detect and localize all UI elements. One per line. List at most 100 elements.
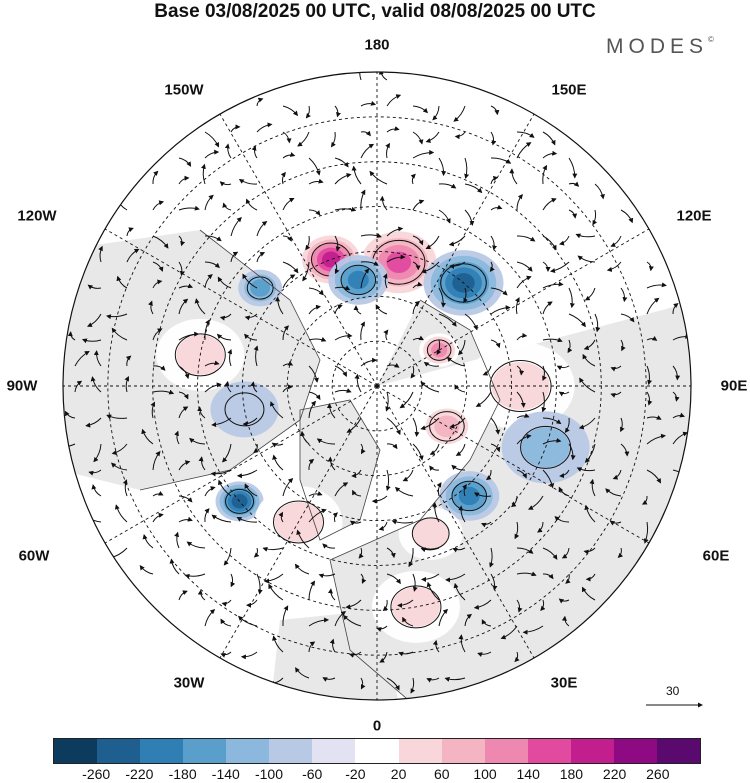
wind-arrow xyxy=(429,443,440,455)
wind-arrow xyxy=(399,391,414,409)
wind-arrow xyxy=(152,200,165,211)
anomaly-contour xyxy=(250,279,271,297)
wind-arrow xyxy=(334,388,352,393)
wind-arrow xyxy=(410,365,416,379)
wind-arrow xyxy=(197,589,206,601)
wind-arrow xyxy=(558,391,570,397)
wind-arrow xyxy=(256,220,268,237)
wind-arrow xyxy=(126,248,140,263)
wind-arrow xyxy=(360,100,377,107)
wind-arrow xyxy=(378,521,388,531)
wind-arrow xyxy=(116,275,128,289)
meridian-line xyxy=(376,385,650,544)
wind-arrow xyxy=(429,465,440,471)
wind-arrow xyxy=(559,469,570,479)
wind-arrow xyxy=(360,189,366,211)
wind-arrow xyxy=(125,355,132,367)
wind-arrow xyxy=(438,608,449,627)
wind-arrow xyxy=(385,469,391,492)
anomaly-contour xyxy=(491,362,550,410)
wind-arrow xyxy=(186,541,206,549)
contour-line xyxy=(426,339,452,361)
meridian-line xyxy=(376,385,535,659)
lon-label-150e: 150E xyxy=(551,81,587,99)
wind-arrow xyxy=(345,599,362,610)
wind-arrow xyxy=(672,302,679,315)
wind-arrow xyxy=(612,469,622,480)
land-africa xyxy=(270,610,400,700)
wind-arrow xyxy=(256,97,264,107)
wind-arrow xyxy=(346,417,362,433)
wind-arrow xyxy=(554,516,570,523)
wind-arrow xyxy=(516,365,525,376)
wind-arrow xyxy=(194,298,206,315)
wind-arrow xyxy=(412,261,421,271)
wind-arrow xyxy=(432,105,440,121)
wind-arrow xyxy=(454,131,466,140)
wind-arrow xyxy=(204,609,216,627)
wind-arrow xyxy=(464,157,470,179)
wind-arrow xyxy=(386,677,400,691)
wind-arrow xyxy=(360,573,367,584)
wind-arrow xyxy=(516,413,530,419)
wind-arrow xyxy=(85,417,102,428)
wind-arrow xyxy=(244,313,258,321)
wind-arrow xyxy=(420,547,440,553)
contour-line xyxy=(411,517,450,550)
wind-arrow xyxy=(222,443,232,463)
colorbar-tick-label: 260 xyxy=(646,766,670,782)
wind-arrow xyxy=(282,360,294,367)
wind-arrow xyxy=(204,319,210,341)
latitude-circle xyxy=(286,295,468,477)
wind-arrow xyxy=(359,72,362,81)
wind-arrow xyxy=(386,362,400,368)
wind-arrow xyxy=(152,491,164,497)
wind-arrow xyxy=(646,365,653,386)
wind-arrow xyxy=(262,546,284,552)
wind-arrow xyxy=(578,417,596,430)
colorbar-segment xyxy=(140,739,184,763)
wind-arrow xyxy=(244,333,258,341)
wind-arrow xyxy=(371,495,388,504)
contour-line xyxy=(273,500,324,544)
wind-arrow xyxy=(516,571,537,577)
wind-arrow xyxy=(464,209,475,226)
wind-arrow xyxy=(360,233,382,238)
colorbar-tick-label: -60 xyxy=(302,766,323,782)
wind-arrow xyxy=(516,433,532,445)
wind-arrow xyxy=(294,563,310,575)
wind-arrow xyxy=(610,235,622,247)
wind-arrow xyxy=(302,261,310,282)
wind-arrow xyxy=(522,625,544,635)
wind-arrow xyxy=(227,348,232,367)
brand-mark: © xyxy=(708,35,714,44)
colorbar-segment xyxy=(269,739,313,763)
colorbar-tick-label: -20 xyxy=(345,766,366,782)
wind-arrow xyxy=(490,204,503,211)
wind-arrow xyxy=(152,328,163,341)
wind-arrow xyxy=(178,205,200,211)
wind-arrow xyxy=(516,131,535,138)
wind-arrow xyxy=(423,361,440,367)
lon-label-180: 180 xyxy=(364,36,390,54)
wind-arrow xyxy=(253,547,260,558)
wind-arrow xyxy=(334,157,349,168)
wind-arrow xyxy=(412,131,424,145)
wind-arrow xyxy=(204,235,222,242)
wind-arrow xyxy=(282,235,292,242)
wind-arrow xyxy=(282,605,289,627)
wind-arrow xyxy=(251,145,258,159)
wind-arrow xyxy=(204,508,210,523)
wind-arrow xyxy=(352,489,362,497)
wind-arrow xyxy=(542,437,562,445)
wind-arrow xyxy=(221,599,232,607)
wind-arrow xyxy=(178,590,188,601)
wind-arrow xyxy=(620,313,635,323)
wind-arrow xyxy=(126,227,134,237)
wind-arrow xyxy=(458,634,466,653)
wind-arrow xyxy=(198,456,206,471)
wind-arrow xyxy=(211,514,232,523)
wind-arrow xyxy=(672,391,680,402)
wind-arrow xyxy=(236,517,258,523)
wind-arrow xyxy=(646,415,662,420)
